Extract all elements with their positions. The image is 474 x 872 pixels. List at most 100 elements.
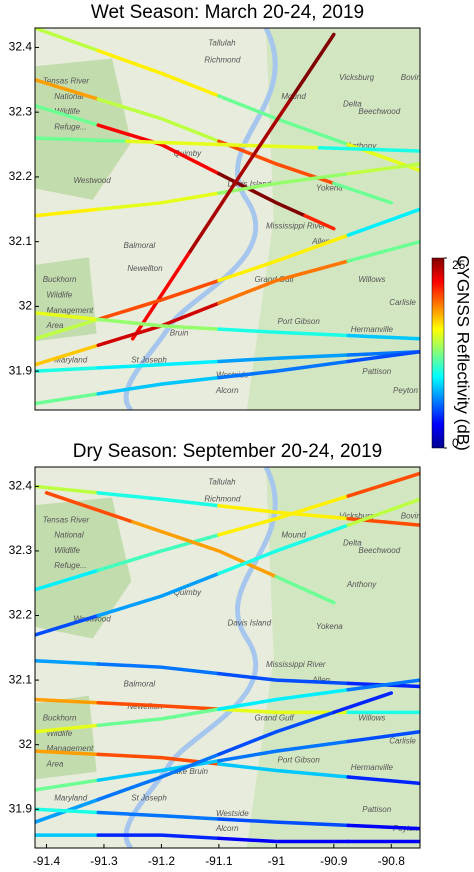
place-label: Buckhorn bbox=[43, 714, 77, 723]
track-segment bbox=[35, 136, 129, 144]
track-segment bbox=[217, 739, 350, 763]
place-label: Grand Gulf bbox=[254, 714, 294, 723]
place-label: Yokena bbox=[316, 184, 343, 193]
x-tick-label: -91.4 bbox=[33, 854, 61, 868]
track-segment bbox=[346, 471, 420, 498]
place-label: Allen bbox=[311, 237, 330, 246]
track-segment bbox=[96, 375, 221, 396]
x-tick-label: -91.1 bbox=[205, 854, 233, 868]
x-tick-label: -91 bbox=[268, 854, 286, 868]
place-label: Pattison bbox=[362, 805, 391, 814]
track-segment bbox=[217, 710, 336, 757]
panel-title: Wet Season: March 20-24, 2019 bbox=[91, 2, 364, 23]
y-tick-label: 32.4 bbox=[9, 479, 33, 493]
y-tick-label: 32.1 bbox=[9, 234, 33, 248]
place-label: Davis Island bbox=[228, 180, 272, 189]
track-segment bbox=[96, 759, 221, 782]
place-label: Anthony bbox=[346, 142, 377, 151]
refuge bbox=[35, 58, 132, 200]
y-tick-label: 32.2 bbox=[9, 169, 33, 183]
y-tick-label: 31.9 bbox=[9, 801, 33, 815]
wildlife-area bbox=[35, 257, 97, 342]
track-segment bbox=[96, 317, 221, 331]
place-label: Beechwood bbox=[358, 107, 400, 116]
place-label: Westwood bbox=[74, 176, 112, 185]
place-label: Yokena bbox=[316, 622, 343, 631]
refuge bbox=[35, 497, 132, 639]
track-segment bbox=[217, 688, 350, 711]
track-segment bbox=[217, 359, 350, 380]
track-segment bbox=[35, 658, 100, 666]
y-tick-label: 32.2 bbox=[9, 608, 33, 622]
track-segment bbox=[96, 707, 221, 728]
place-label: Management bbox=[47, 744, 94, 753]
track-segment bbox=[346, 162, 420, 176]
track-segment bbox=[217, 259, 350, 305]
place-label: Mississippi River bbox=[266, 660, 326, 669]
place-label: Beechwood bbox=[358, 546, 400, 555]
panel-title: Dry Season: September 20-24, 2019 bbox=[73, 441, 382, 462]
place-label: National bbox=[54, 92, 84, 101]
place-label: Area bbox=[46, 759, 64, 768]
place-label: Mound bbox=[281, 531, 306, 540]
place-label: Alcorn bbox=[215, 386, 239, 395]
place-label: Delta bbox=[343, 100, 362, 109]
axes-box bbox=[34, 27, 421, 411]
track-segment bbox=[125, 139, 322, 150]
track-segment bbox=[35, 78, 100, 101]
track-segment bbox=[332, 691, 394, 715]
track-segment bbox=[217, 171, 350, 195]
y-tick-label: 32.3 bbox=[9, 104, 33, 118]
place-label: Vicksburg bbox=[339, 512, 375, 521]
x-tick-label: -91.2 bbox=[148, 854, 176, 868]
place-label: Area bbox=[46, 321, 64, 330]
track-segment bbox=[96, 833, 221, 841]
track-segment bbox=[96, 191, 221, 212]
track-segment bbox=[35, 343, 100, 367]
track-segment bbox=[346, 823, 420, 831]
place-label: Buckhorn bbox=[43, 275, 77, 284]
track-segment bbox=[96, 533, 221, 573]
track-segment bbox=[274, 575, 336, 605]
track-segment bbox=[332, 181, 394, 205]
track-segment bbox=[35, 778, 100, 792]
y-tick-label: 32.1 bbox=[9, 672, 33, 686]
track-segment bbox=[130, 520, 279, 579]
track-segment bbox=[346, 207, 420, 237]
colorbar-label: CYGNSS Reflectivity (dB) bbox=[454, 255, 473, 451]
place-label: Hermanville bbox=[351, 763, 394, 772]
place-label: Wildlife bbox=[54, 107, 80, 116]
track-segment bbox=[35, 366, 100, 373]
place-label: Port Gibson bbox=[278, 755, 321, 764]
track-segment bbox=[217, 671, 350, 686]
place-label: Wildlife bbox=[47, 729, 73, 738]
place-label: National bbox=[54, 531, 84, 540]
track-segment bbox=[96, 359, 221, 370]
track-segment bbox=[217, 817, 350, 828]
green-hills bbox=[246, 467, 420, 848]
place-label: Maryland bbox=[54, 355, 87, 364]
place-label: Balmoral bbox=[124, 679, 156, 688]
place-label: Newellton bbox=[127, 264, 163, 273]
track-segment bbox=[217, 762, 350, 779]
place-label: Refuge... bbox=[54, 122, 86, 131]
track-segment bbox=[35, 317, 100, 341]
track-segment bbox=[346, 333, 420, 341]
track-segment bbox=[35, 807, 100, 815]
colorbar-tick-label: 25 bbox=[452, 258, 466, 272]
place-label: Pattison bbox=[362, 367, 391, 376]
track-segment bbox=[96, 123, 221, 176]
x-tick-label: -90.8 bbox=[378, 854, 406, 868]
track-segment bbox=[35, 103, 100, 127]
colorbar bbox=[431, 257, 445, 449]
track-segment bbox=[96, 662, 221, 676]
wildlife-area bbox=[35, 695, 97, 780]
track-segment bbox=[288, 32, 336, 101]
place-label: Willows bbox=[358, 275, 385, 284]
track-segment bbox=[96, 491, 221, 508]
river bbox=[123, 28, 278, 410]
place-label: Vicksburg bbox=[339, 73, 375, 82]
x-tick-label: -90.9 bbox=[320, 854, 348, 868]
place-label: Westside bbox=[216, 809, 249, 818]
